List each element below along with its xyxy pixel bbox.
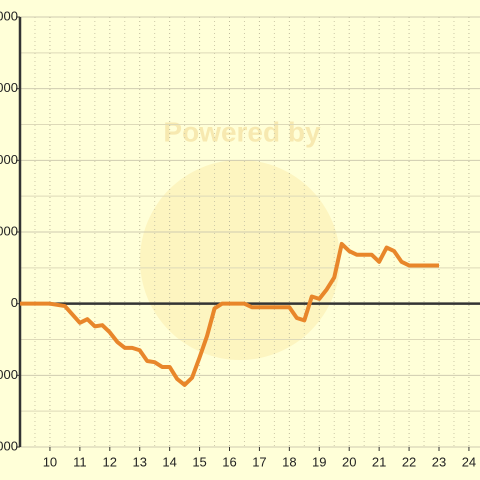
x-tick-label: 22 bbox=[402, 454, 416, 469]
x-tick-label: 18 bbox=[282, 454, 296, 469]
x-tick-label: 24 bbox=[462, 454, 476, 469]
x-tick-label: 12 bbox=[103, 454, 117, 469]
y-tick-label: 6,000 bbox=[0, 152, 18, 167]
x-tick-label: 23 bbox=[432, 454, 446, 469]
x-tick-label: 16 bbox=[222, 454, 236, 469]
x-tick-label: 19 bbox=[312, 454, 326, 469]
x-tick-label: 15 bbox=[192, 454, 206, 469]
x-tick-label: 17 bbox=[252, 454, 266, 469]
x-tick-label: 10 bbox=[43, 454, 57, 469]
y-tick-label: 3,000 bbox=[0, 223, 18, 238]
x-tick-label: 21 bbox=[372, 454, 386, 469]
y-tick-label: -3,000 bbox=[0, 367, 18, 382]
x-tick-label: 14 bbox=[162, 454, 176, 469]
x-tick-label: 11 bbox=[73, 454, 87, 469]
y-tick-label: 0 bbox=[11, 295, 18, 310]
y-tick-label: 12,000 bbox=[0, 8, 18, 23]
y-tick-label: -6,000 bbox=[0, 438, 18, 453]
y-tick-label: 9,000 bbox=[0, 80, 18, 95]
series-line bbox=[20, 241, 439, 387]
watermark: Powered by bbox=[163, 116, 321, 147]
x-tick-label: 13 bbox=[132, 454, 146, 469]
x-tick-label: 20 bbox=[342, 454, 356, 469]
